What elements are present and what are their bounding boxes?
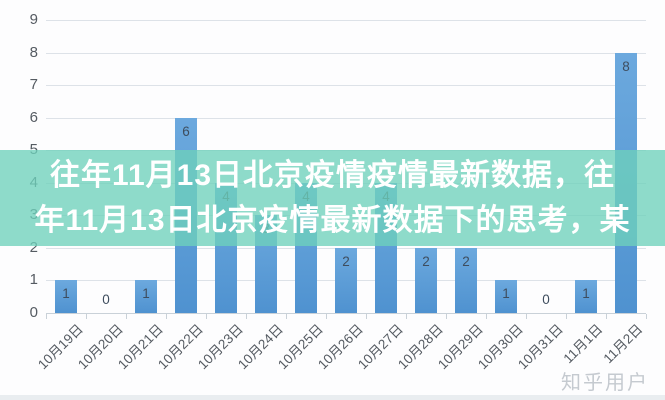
y-axis-label: 5 bbox=[6, 141, 38, 159]
y-axis-label: 9 bbox=[29, 11, 38, 29]
axis-tick bbox=[646, 314, 647, 319]
title-overlay: 往年11月13日北京疫情疫情最新数据，往 年11月13日北京疫情最新数据下的思考… bbox=[0, 150, 665, 246]
bar bbox=[495, 280, 517, 313]
y-axis-label: 1 bbox=[29, 271, 38, 289]
axis-tick bbox=[246, 314, 247, 319]
axis-tick bbox=[366, 314, 367, 319]
page-bottom-edge bbox=[0, 395, 665, 400]
x-axis-label: 11月2日 bbox=[516, 321, 646, 366]
gridline bbox=[46, 20, 646, 22]
bar-value-label: 6 bbox=[182, 124, 190, 139]
y-axis-label: 7 bbox=[29, 76, 38, 94]
bar bbox=[55, 280, 77, 313]
axis-tick bbox=[406, 314, 407, 319]
bar-value-label: 0 bbox=[542, 292, 550, 307]
axis-tick bbox=[206, 314, 207, 319]
bar-value-label: 1 bbox=[62, 286, 70, 301]
bar-value-label: 2 bbox=[462, 254, 470, 269]
axis-tick bbox=[46, 314, 47, 319]
bar-value-label: 0 bbox=[102, 292, 110, 307]
bar bbox=[135, 280, 157, 313]
axis-tick bbox=[566, 314, 567, 319]
axis-tick bbox=[326, 314, 327, 319]
bar bbox=[335, 248, 357, 313]
gridline bbox=[46, 117, 646, 119]
bar-value-label: 1 bbox=[142, 286, 150, 301]
axis-tick bbox=[606, 314, 607, 319]
overlay-title-line-2: 年11月13日北京疫情最新数据下的思考，某 bbox=[34, 204, 631, 237]
x-axis-label-text: 11月2日 bbox=[600, 321, 646, 367]
bar bbox=[455, 248, 477, 313]
axis-tick bbox=[446, 314, 447, 319]
bar bbox=[415, 248, 437, 313]
bar-value-label: 8 bbox=[622, 59, 630, 74]
y-axis-label: 8 bbox=[29, 43, 38, 61]
bar-value-label: 1 bbox=[582, 286, 590, 301]
watermark: 知乎用户 bbox=[561, 372, 649, 394]
y-axis-label: 0 bbox=[29, 304, 38, 321]
bar-value-label: 2 bbox=[422, 254, 430, 269]
gridline bbox=[46, 85, 646, 87]
axis-tick bbox=[286, 314, 287, 319]
overlay-title-line-1: 往年11月13日北京疫情疫情最新数据，往 bbox=[49, 159, 616, 192]
axis-tick bbox=[526, 314, 527, 319]
axis-tick bbox=[86, 314, 87, 319]
axis-tick bbox=[126, 314, 127, 319]
bar-value-label: 2 bbox=[342, 254, 350, 269]
y-axis-label: 6 bbox=[29, 108, 38, 126]
axis-tick bbox=[486, 314, 487, 319]
x-axis-line bbox=[46, 313, 646, 314]
y-axis-label: 2 bbox=[29, 238, 38, 256]
gridline bbox=[46, 52, 646, 54]
axis-tick bbox=[166, 314, 167, 319]
bar bbox=[575, 280, 597, 313]
bar-value-label: 1 bbox=[502, 286, 510, 301]
